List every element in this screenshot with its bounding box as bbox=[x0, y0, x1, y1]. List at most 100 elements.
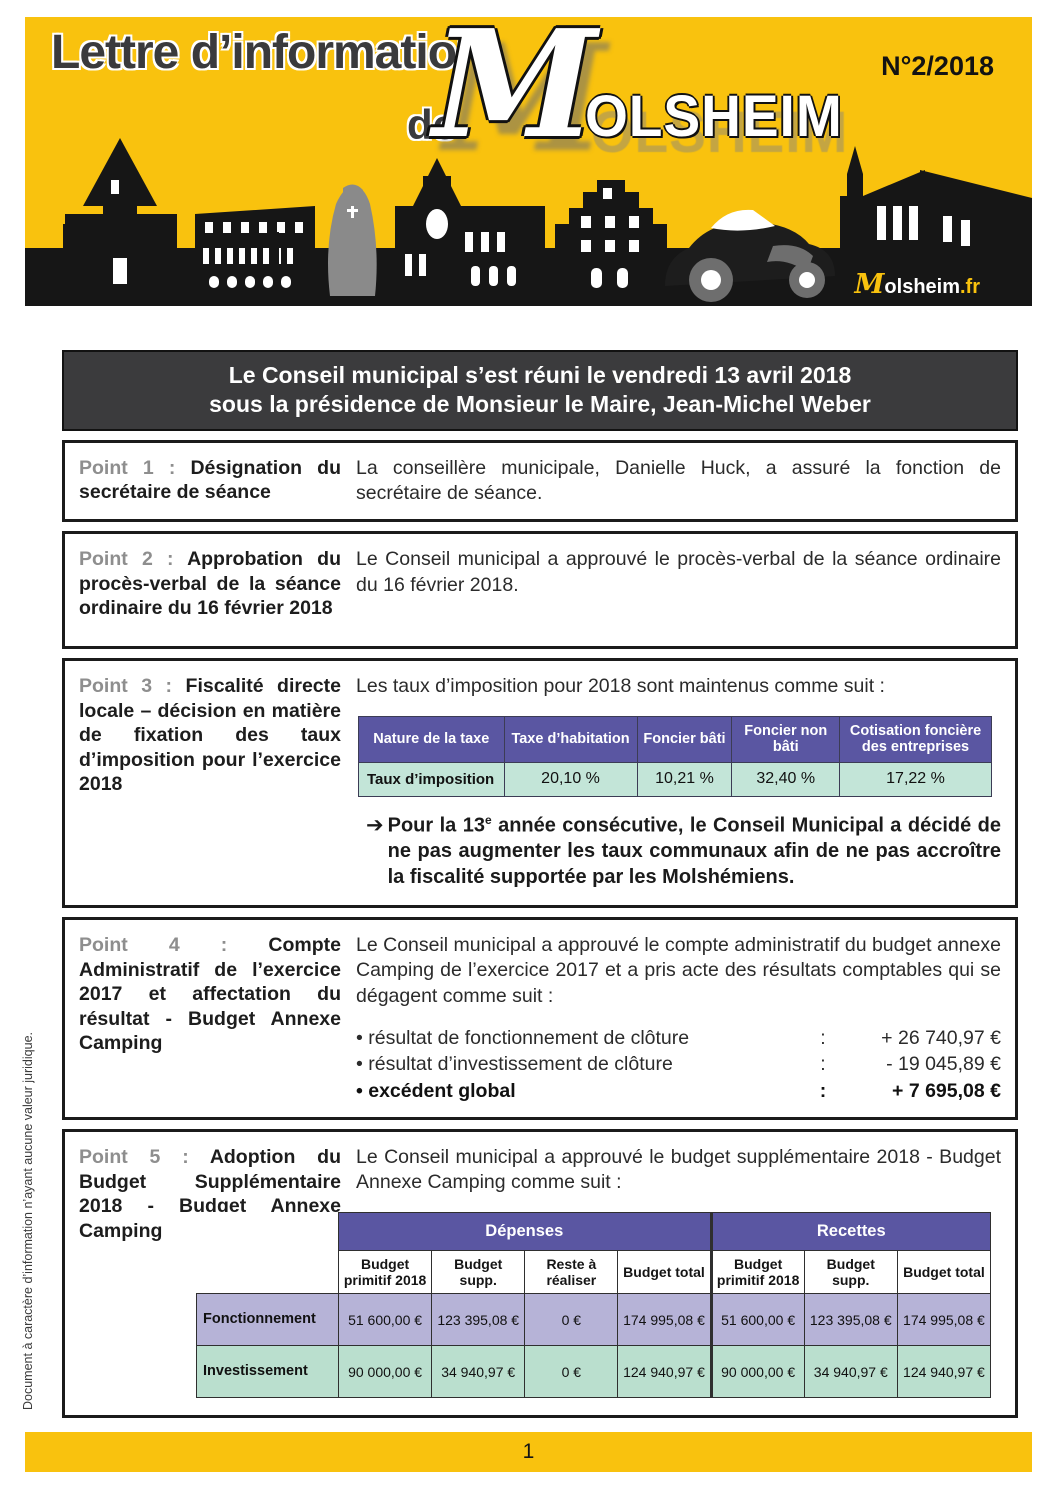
point-5-content: Le Conseil municipal a approuvé le budge… bbox=[196, 1145, 1001, 1402]
budget-cell: 123 395,08 € bbox=[431, 1293, 526, 1347]
point-4-prefix: Point 4 : bbox=[79, 934, 228, 957]
result-row-excedent: • excédent global : + 7 695,08 € bbox=[356, 1078, 1001, 1104]
budget-col-rec-supp: Budget supp. bbox=[803, 1250, 898, 1295]
tax-col-foncier-bati: Foncier bâti bbox=[636, 715, 733, 763]
molsheim-fr-logo: Molsheim.fr bbox=[855, 269, 980, 300]
point-2-body: Le Conseil municipal a approuvé le procè… bbox=[356, 548, 1001, 596]
council-meeting-titlebar: Le Conseil municipal s’est réuni le vend… bbox=[62, 350, 1018, 431]
point-5-label: Point 5 : Adoption du Budget Supplémenta… bbox=[79, 1145, 341, 1402]
result-label: • excédent global bbox=[356, 1079, 516, 1102]
point-4-title: Compte Administratif de l’exercice 2017 … bbox=[79, 934, 341, 1055]
point-2-prefix: Point 2 : bbox=[79, 548, 174, 571]
arrow-icon: ➔ bbox=[366, 813, 384, 837]
point-5-intro: Le Conseil municipal a approuvé le budge… bbox=[356, 1146, 1001, 1194]
point-3-label: Point 3 : Fiscalité directe locale – déc… bbox=[79, 674, 341, 892]
tax-rate-foncier-bati: 10,21 % bbox=[636, 761, 733, 797]
newsletter-body: Le Conseil municipal s’est réuni le vend… bbox=[62, 350, 1018, 1419]
tax-rates-table: Nature de la taxe Taxe d’habitation Fonc… bbox=[358, 715, 992, 797]
newsletter-title: Lettre d’information bbox=[51, 26, 485, 79]
site-logo-name: olsheim bbox=[884, 276, 960, 298]
budget-cell: 0 € bbox=[524, 1293, 619, 1347]
titlebar-line2: sous la présidence de Monsieur le Maire,… bbox=[209, 390, 871, 417]
point-4-intro: Le Conseil municipal a approuvé le compt… bbox=[356, 934, 1001, 1007]
budget-cell: 0 € bbox=[524, 1345, 619, 1399]
tax-col-foncier-non-bati: Foncier non bâti bbox=[731, 715, 841, 763]
budget-subheader-row: Budget primitif 2018 Budget supp. Reste … bbox=[196, 1250, 992, 1295]
budget-cell: 174 995,08 € bbox=[896, 1293, 992, 1347]
budget-cell: 124 940,97 € bbox=[896, 1345, 992, 1399]
tax-col-habitation: Taxe d’habitation bbox=[503, 715, 638, 763]
point-5-prefix: Point 5 : bbox=[79, 1146, 189, 1169]
budget-row-fonctionnement: Fonctionnement 51 600,00 € 123 395,08 € … bbox=[196, 1293, 992, 1347]
point-3-title: Fiscalité directe locale – décision en m… bbox=[79, 675, 341, 796]
budget-cell: 34 940,97 € bbox=[431, 1345, 526, 1399]
budget-group-depenses: Dépenses bbox=[338, 1211, 712, 1252]
tax-rate-cotisation: 17,22 % bbox=[839, 761, 992, 797]
titlebar-line1: Le Conseil municipal s’est réuni le vend… bbox=[228, 362, 852, 388]
note-pre: Pour la 13 bbox=[387, 814, 485, 837]
tax-rate-habitation: 20,10 % bbox=[503, 761, 638, 797]
budget-col-dep-total: Budget total bbox=[617, 1250, 712, 1295]
point-4-content: Le Conseil municipal a approuvé le compt… bbox=[356, 933, 1001, 1104]
note-post: année consécutive, le Conseil Municipal … bbox=[387, 814, 1001, 888]
section-point-4: Point 4 : Compte Administratif de l’exer… bbox=[62, 917, 1018, 1121]
budget-cell: 90 000,00 € bbox=[709, 1345, 805, 1399]
page-number: 1 bbox=[522, 1440, 535, 1463]
tax-table-header-row: Nature de la taxe Taxe d’habitation Fonc… bbox=[358, 715, 992, 763]
newsletter-title-de: de bbox=[407, 101, 457, 148]
section-point-5: Point 5 : Adoption du Budget Supplémenta… bbox=[62, 1129, 1018, 1419]
result-value: - 19 045,89 € bbox=[886, 1053, 1001, 1076]
note-sup: e bbox=[484, 812, 492, 827]
budget-empty-corner bbox=[196, 1250, 339, 1294]
point-1-title: Désignation du secrétaire de séance bbox=[79, 456, 341, 504]
budget-group-recettes: Recettes bbox=[709, 1211, 992, 1252]
budget-row-label: Investissement bbox=[196, 1345, 339, 1399]
result-row-fonctionnement: • résultat de fonctionnement de clôture … bbox=[356, 1025, 1001, 1051]
point-3-prefix: Point 3 : bbox=[79, 675, 173, 698]
point-2-label: Point 2 : Approbation du procès-verbal d… bbox=[79, 547, 341, 633]
budget-cell: 124 940,97 € bbox=[617, 1345, 712, 1399]
result-colon: : bbox=[820, 1027, 826, 1050]
point-4-label: Point 4 : Compte Administratif de l’exer… bbox=[79, 933, 341, 1104]
budget-col-dep-primitif: Budget primitif 2018 bbox=[337, 1250, 433, 1295]
tax-rate-foncier-non-bati: 32,40 % bbox=[731, 761, 841, 797]
supplementary-budget-table: Dépenses Recettes Budget primitif 2018 B… bbox=[196, 1211, 992, 1399]
tax-freeze-note: ➔ Pour la 13e année consécutive, le Cons… bbox=[366, 813, 1001, 890]
page-number-bar: 1 bbox=[25, 1432, 1032, 1472]
result-colon: : bbox=[820, 1053, 826, 1076]
masthead-banner: Lettre d’information de M OLSHEIM N°2/20… bbox=[25, 17, 1032, 306]
budget-col-dep-supp: Budget supp. bbox=[431, 1250, 526, 1295]
tax-table-value-row: Taux d’imposition 20,10 % 10,21 % 32,40 … bbox=[358, 761, 992, 797]
section-point-1: Point 1 : Désignation du secrétaire de s… bbox=[62, 439, 1018, 523]
tax-freeze-note-text: Pour la 13e année consécutive, le Consei… bbox=[388, 813, 1001, 890]
site-logo-tld: .fr bbox=[960, 276, 980, 298]
molsheim-skyline-silhouette bbox=[25, 138, 1032, 306]
result-colon: : bbox=[819, 1079, 827, 1102]
result-row-investissement: • résultat d’investissement de clôture :… bbox=[356, 1051, 1001, 1077]
result-value: + 26 740,97 € bbox=[881, 1027, 1001, 1050]
point-2-title: Approbation du procès-verbal de la séanc… bbox=[79, 548, 342, 620]
tax-col-nature: Nature de la taxe bbox=[358, 715, 505, 763]
point-1-label: Point 1 : Désignation du secrétaire de s… bbox=[79, 456, 341, 507]
budget-empty-corner bbox=[196, 1212, 339, 1251]
point-5-title: Adoption du Budget Supplémentaire 2018 -… bbox=[79, 1146, 341, 1242]
budget-cell: 51 600,00 € bbox=[709, 1293, 805, 1347]
point-1-prefix: Point 1 : bbox=[79, 456, 176, 479]
result-label: • résultat de fonctionnement de clôture bbox=[356, 1027, 690, 1050]
molsheim-script-m: M bbox=[433, 17, 597, 171]
section-point-3: Point 3 : Fiscalité directe locale – déc… bbox=[62, 658, 1018, 909]
point-3-content: Les taux d’imposition pour 2018 sont mai… bbox=[356, 674, 1001, 892]
budget-col-rec-total: Budget total bbox=[896, 1250, 992, 1295]
result-label: • résultat d’investissement de clôture bbox=[356, 1053, 673, 1076]
point-1-body: La conseillère municipale, Danielle Huck… bbox=[356, 456, 1001, 504]
budget-cell: 90 000,00 € bbox=[337, 1345, 433, 1399]
budget-col-rec-primitif: Budget primitif 2018 bbox=[709, 1250, 805, 1295]
result-value: + 7 695,08 € bbox=[892, 1079, 1001, 1102]
budget-cell: 51 600,00 € bbox=[337, 1293, 433, 1347]
budget-row-investissement: Investissement 90 000,00 € 34 940,97 € 0… bbox=[196, 1345, 992, 1399]
budget-row-label: Fonctionnement bbox=[196, 1293, 339, 1347]
issue-number: N°2/2018 bbox=[881, 51, 994, 81]
tax-row-label: Taux d’imposition bbox=[358, 761, 505, 797]
results-list: • résultat de fonctionnement de clôture … bbox=[356, 1025, 1001, 1104]
budget-col-dep-reste: Reste à réaliser bbox=[524, 1250, 619, 1295]
